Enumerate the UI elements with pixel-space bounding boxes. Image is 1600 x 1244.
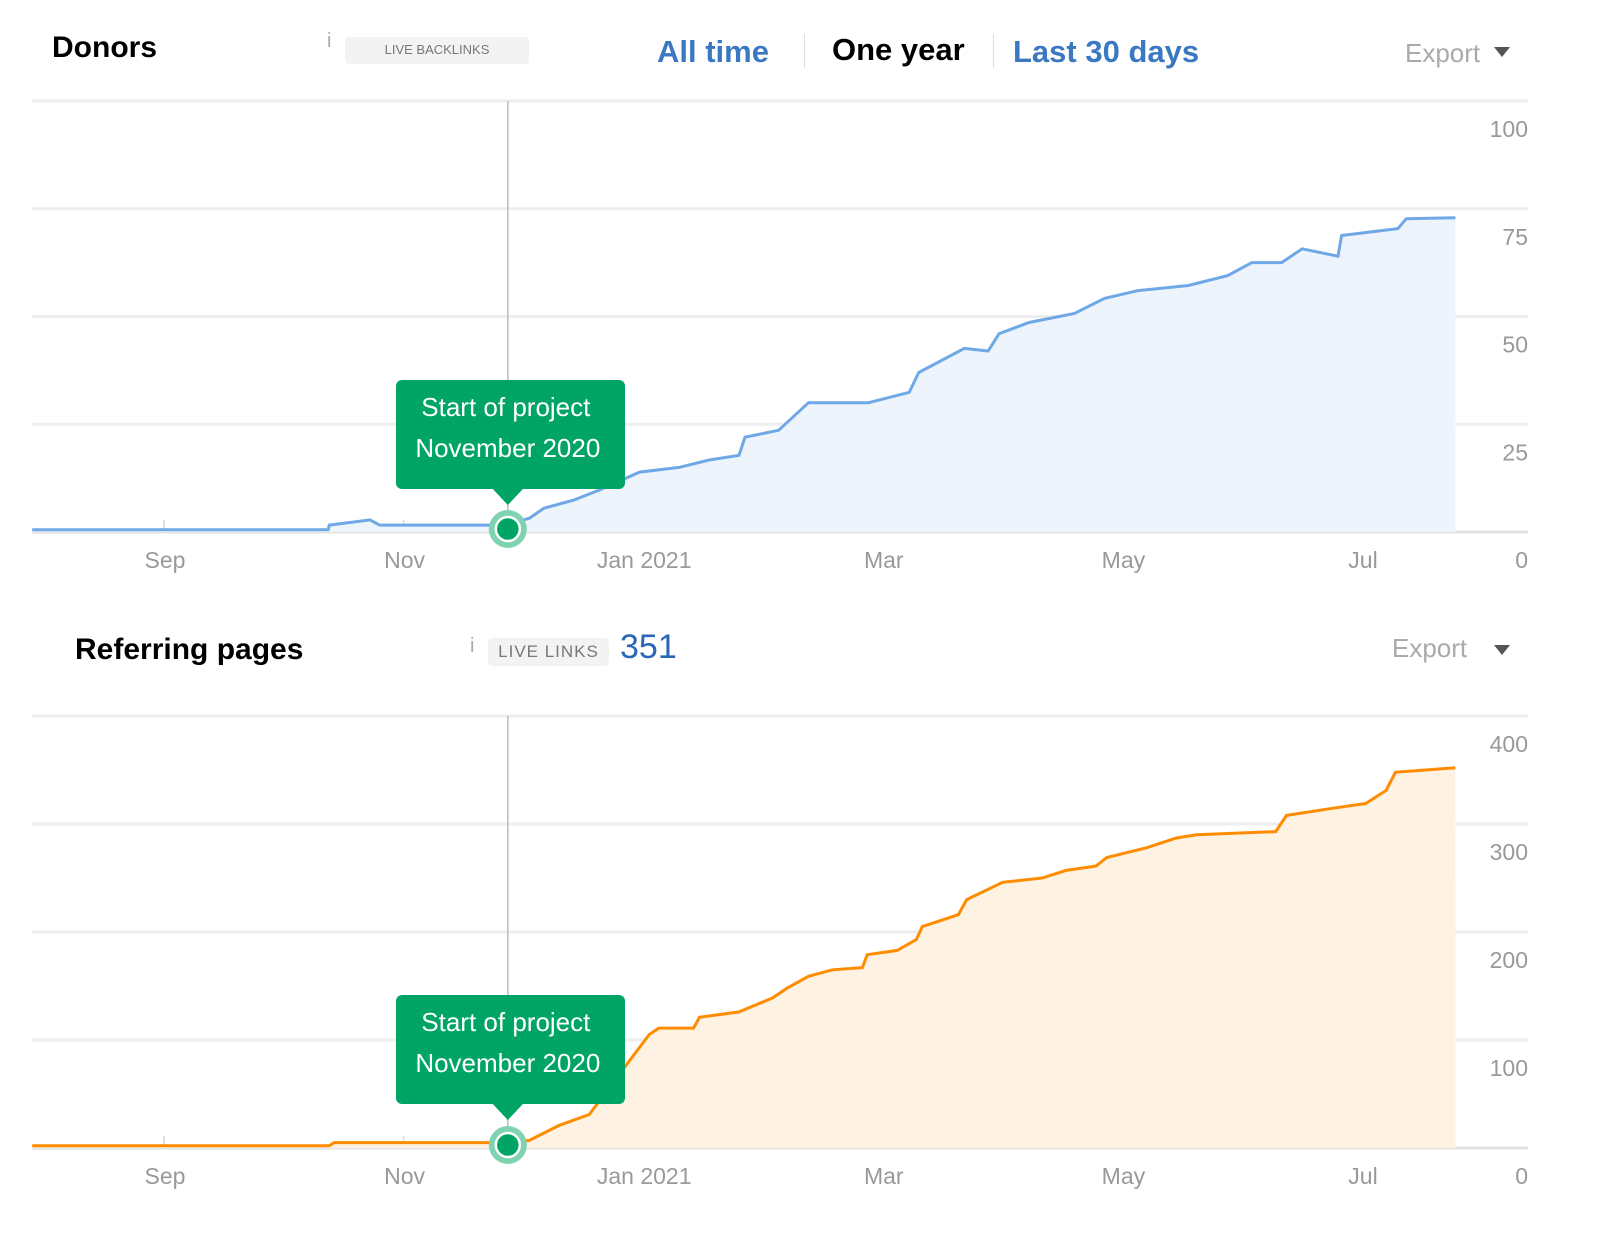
export-button[interactable]: Export xyxy=(1405,38,1481,68)
range-all-time[interactable]: All time xyxy=(657,34,769,69)
annotation-marker xyxy=(494,515,522,543)
chevron-down-icon[interactable] xyxy=(1494,645,1510,655)
referring-pages-title: Referring pages xyxy=(75,633,304,666)
export-button[interactable]: Export xyxy=(1392,633,1468,663)
y-tick-label: 100 xyxy=(1490,116,1528,142)
donors-title: Donors xyxy=(52,31,157,64)
series-line xyxy=(32,766,1456,1148)
range-last-30-days[interactable]: Last 30 days xyxy=(1013,34,1200,69)
x-tick-label: Jul xyxy=(1348,547,1377,573)
annotation-text: November 2020 xyxy=(415,1048,600,1078)
y-tick-label: 75 xyxy=(1502,224,1528,250)
x-tick-label: Sep xyxy=(145,1163,186,1189)
annotation-text: November 2020 xyxy=(415,433,600,463)
x-tick-label: May xyxy=(1102,547,1146,573)
area-fill xyxy=(32,217,1456,533)
annotation-box xyxy=(396,380,625,489)
area-fill xyxy=(32,767,1456,1148)
annotation-marker xyxy=(494,1131,522,1159)
live-links-badge: LIVE LINKS xyxy=(488,638,609,666)
y-tick-label: 50 xyxy=(1502,332,1528,358)
range-one-year[interactable]: One year xyxy=(832,32,965,67)
annotation-pointer xyxy=(491,488,524,505)
annotation-box xyxy=(396,995,625,1104)
x-tick-label: Mar xyxy=(864,1163,904,1189)
annotation-text: Start of project xyxy=(421,392,591,422)
y-tick-label: 200 xyxy=(1490,947,1528,973)
info-icon[interactable]: i xyxy=(470,635,475,657)
y-tick-label: 0 xyxy=(1515,1163,1528,1189)
y-tick-label: 25 xyxy=(1502,439,1528,465)
y-tick-label: 0 xyxy=(1515,547,1528,573)
x-tick-label: May xyxy=(1102,1163,1146,1189)
y-tick-label: 100 xyxy=(1490,1055,1528,1081)
x-tick-label: Nov xyxy=(384,547,425,573)
divider xyxy=(804,34,805,68)
x-tick-label: Nov xyxy=(384,1163,425,1189)
annotation-pointer xyxy=(491,1103,524,1120)
x-tick-label: Mar xyxy=(864,547,904,573)
live-backlinks-badge: LIVE BACKLINKS xyxy=(345,37,529,64)
chevron-down-icon[interactable] xyxy=(1494,47,1510,57)
series-line xyxy=(32,216,1456,532)
donors-chart: 0 25 50 75 100 Sep Nov Jan 2021 Mar May Jul Start o… xyxy=(32,99,1528,573)
x-tick-label: Sep xyxy=(145,547,186,573)
live-links-count: 351 xyxy=(620,628,677,666)
divider xyxy=(993,34,994,68)
x-tick-label: Jan 2021 xyxy=(597,547,692,573)
info-icon[interactable]: i xyxy=(327,30,332,52)
y-tick-label: 300 xyxy=(1490,839,1528,865)
x-tick-label: Jan 2021 xyxy=(597,1163,692,1189)
y-tick-label: 400 xyxy=(1490,731,1528,757)
x-tick-label: Jul xyxy=(1348,1163,1377,1189)
annotation-text: Start of project xyxy=(421,1007,591,1037)
